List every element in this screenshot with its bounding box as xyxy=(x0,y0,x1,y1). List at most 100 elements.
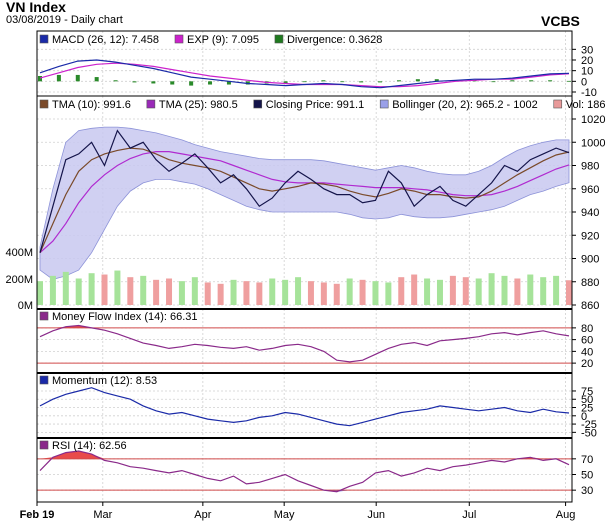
mfi-axis-tick-label: 20 xyxy=(581,358,593,370)
legend-label: EXP (9): 7.095 xyxy=(187,34,259,46)
divergence-bar xyxy=(529,80,534,82)
volume-bar xyxy=(37,281,43,305)
legend-label: Bollinger (20, 2): 965.2 - 1002 xyxy=(392,99,538,111)
volume-bar xyxy=(62,271,69,305)
volume-bar xyxy=(114,270,121,305)
volume-bar xyxy=(372,281,379,305)
divergence-bar xyxy=(321,80,326,82)
x-axis-label: Jul xyxy=(462,509,476,521)
legend-swatch xyxy=(379,99,389,109)
macd-axis-tick-label: 30 xyxy=(581,44,593,56)
divergence-bar xyxy=(548,80,553,82)
overbought-area xyxy=(40,451,569,459)
legend-label: Money Flow Index (14): 66.31 xyxy=(52,311,198,323)
volume-bar xyxy=(540,277,547,305)
legend-swatch xyxy=(274,34,284,44)
volume-bar xyxy=(501,275,508,305)
momentum-axis-tick-label: 25 xyxy=(581,403,593,415)
divergence-bar xyxy=(226,81,231,85)
legend-swatch xyxy=(39,34,49,44)
volume-axis-label: 0M xyxy=(18,300,33,312)
chart-title: VN Index xyxy=(6,0,66,15)
volume-bar xyxy=(243,281,250,305)
divergence-bar xyxy=(415,79,420,82)
divergence-bar xyxy=(434,79,439,82)
volume-bar xyxy=(488,273,495,305)
price-axis-tick-label: 900 xyxy=(581,254,599,266)
divergence-bar xyxy=(340,81,345,83)
volume-bar xyxy=(359,279,366,305)
volume-bar xyxy=(553,275,560,305)
volume-bar xyxy=(75,278,82,305)
volume-bar xyxy=(320,282,327,305)
divergence-bar xyxy=(113,80,118,82)
momentum-line xyxy=(39,387,570,427)
x-axis-label: Aug xyxy=(556,509,576,521)
legend-swatch xyxy=(253,99,263,109)
volume-bar xyxy=(411,274,418,305)
price-axis-tick-label: 960 xyxy=(581,184,599,196)
volume-bar xyxy=(436,279,443,305)
legend-label: MACD (26, 12): 7.458 xyxy=(52,34,159,46)
momentum-axis-tick-label: 0 xyxy=(581,411,587,423)
divergence-bar xyxy=(170,81,175,85)
volume-axis-label: 200M xyxy=(5,274,33,286)
x-axis-label: Mar xyxy=(93,509,112,521)
volume-bar xyxy=(217,283,224,305)
legend-swatch xyxy=(39,375,49,385)
mfi-axis-tick-label: 80 xyxy=(581,323,593,335)
volume-bar xyxy=(191,277,198,305)
mfi-axis-tick-label: 40 xyxy=(581,346,593,358)
x-axis-label: Apr xyxy=(194,509,211,521)
momentum-axis-tick-label: 75 xyxy=(581,386,593,398)
volume-bar xyxy=(527,274,534,305)
volume-axis-label: 400M xyxy=(5,247,33,259)
volume-bar xyxy=(514,278,521,305)
legend-swatch xyxy=(146,99,156,109)
legend-swatch xyxy=(553,99,563,109)
price-axis-tick-label: 920 xyxy=(581,230,599,242)
price-axis-tick-label: 860 xyxy=(581,300,599,312)
macd-axis-tick-label: 20 xyxy=(581,55,593,67)
price-axis-tick-label: 1000 xyxy=(581,137,605,149)
volume-bar xyxy=(398,277,405,305)
legend-swatch xyxy=(39,440,49,450)
legend-label: TMA (10): 991.6 xyxy=(52,99,131,111)
rsi-axis-tick-label: 50 xyxy=(581,470,593,482)
price-axis-tick-label: 880 xyxy=(581,277,599,289)
legend-label: TMA (25): 980.5 xyxy=(159,99,238,111)
divergence-bar xyxy=(189,81,194,86)
momentum-axis-tick-label: -50 xyxy=(581,427,597,439)
closing-price-line xyxy=(39,129,570,253)
volume-bar xyxy=(475,278,482,305)
rsi-axis-tick-label: 70 xyxy=(581,454,593,466)
volume-bar xyxy=(424,278,431,305)
macd-axis-tick-label: 0 xyxy=(581,76,587,88)
volume-bar xyxy=(385,282,392,305)
divergence-bar xyxy=(396,80,401,82)
volume-bar xyxy=(566,280,572,305)
tma10-line xyxy=(39,147,570,253)
x-axis-label: Feb 19 xyxy=(20,509,55,521)
volume-bar xyxy=(449,275,456,305)
momentum-axis-tick-label: 50 xyxy=(581,394,593,406)
volume-bar xyxy=(307,281,314,305)
divergence-bar xyxy=(151,81,156,84)
legend-label: Divergence: 0.3628 xyxy=(287,34,382,46)
price-axis-tick-label: 980 xyxy=(581,161,599,173)
volume-bar xyxy=(269,278,276,305)
legend-swatch xyxy=(174,34,184,44)
legend-swatch xyxy=(39,311,49,321)
divergence-bar xyxy=(510,80,515,82)
divergence-bar xyxy=(359,81,364,83)
divergence-bar xyxy=(208,81,213,85)
divergence-bar xyxy=(132,81,137,83)
volume-bar xyxy=(140,275,147,305)
divergence-bar xyxy=(283,81,288,84)
volume-bar xyxy=(88,273,95,305)
rsi-line xyxy=(39,450,570,493)
volume-bar xyxy=(256,282,263,305)
volume-bar xyxy=(178,281,185,305)
volume-bar xyxy=(462,277,469,305)
